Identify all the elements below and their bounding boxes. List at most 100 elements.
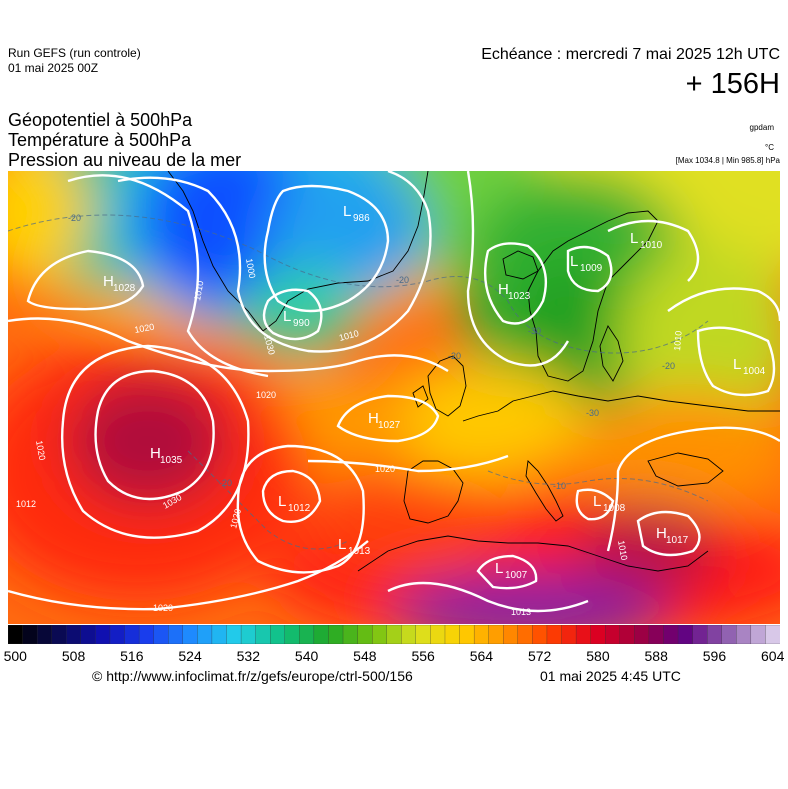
isobars: [8, 171, 780, 613]
color-scale-cell: [765, 625, 780, 644]
color-scale-cell: [561, 625, 577, 644]
pressure-center-high: H 1023: [498, 281, 531, 302]
pressure-center-low: L 1013: [338, 536, 371, 557]
color-scale-cell: [634, 625, 650, 644]
color-scale-cell: [66, 625, 82, 644]
isobar: [667, 287, 780, 322]
color-scale-cell: [444, 625, 461, 644]
title-pressure: Pression au niveau de la mer: [8, 150, 242, 170]
isobar-label: 1020: [256, 390, 276, 400]
pressure-center-value: 1013: [348, 546, 371, 557]
color-scale-cell: [211, 625, 228, 644]
pressure-center-letter: L: [278, 493, 286, 510]
color-scale-cell: [663, 625, 679, 644]
color-scale-tick: 556: [411, 648, 435, 664]
isobar-label: 1000: [244, 258, 257, 279]
generation-date: 01 mai 2025 4:45 UTC: [540, 668, 681, 684]
pressure-center-letter: L: [283, 308, 291, 325]
coast-scandinavia: [527, 210, 659, 382]
pressure-center-letter: L: [593, 493, 601, 510]
pressure-center-letter: H: [498, 281, 509, 298]
isobar: [575, 488, 615, 521]
color-scale-cell: [299, 625, 315, 644]
pressure-center-letter: L: [570, 253, 578, 270]
pressure-center-low: L 1012: [278, 493, 311, 514]
pressure-center-low: L 1007: [495, 560, 528, 581]
pressure-center-low: L 1010: [630, 230, 663, 251]
color-scale-cell: [707, 625, 723, 644]
isobar: [67, 174, 269, 378]
isotherm: [487, 470, 709, 502]
coast-iberia: [403, 460, 464, 524]
isobar: [566, 245, 613, 293]
color-scale-cell: [51, 625, 67, 644]
color-scale-cell: [677, 625, 694, 644]
isobar: [263, 184, 390, 313]
coast-europe: [462, 390, 780, 422]
color-scale-tick: 500: [3, 648, 27, 664]
pressure-center-value: 1023: [508, 291, 531, 302]
color-scale-cell: [372, 625, 388, 644]
pressure-center-low: L 986: [343, 203, 370, 224]
pressure-center-value: 1017: [666, 535, 689, 546]
color-scale-cell: [313, 625, 330, 644]
color-scale-cell: [750, 625, 766, 644]
isobar: [696, 326, 776, 397]
color-scale-tick: 588: [644, 648, 668, 664]
color-scale-cell: [80, 625, 96, 644]
isobar: [8, 317, 449, 373]
color-scale-tick: 508: [61, 648, 86, 664]
color-scale-cell: [8, 625, 24, 644]
color-scale-tick: 540: [294, 648, 319, 664]
coast-italy: [525, 460, 564, 522]
color-scale-tick: 580: [586, 648, 610, 664]
color-scale-cell: [415, 625, 431, 644]
isobar: [606, 426, 780, 552]
color-scale: [8, 625, 780, 644]
isobar-label: 1020: [134, 322, 155, 335]
color-scale-cell: [386, 625, 402, 644]
pressure-center-letter: L: [343, 203, 351, 220]
isotherm-label: -20: [396, 275, 409, 285]
color-scale-cell: [95, 625, 111, 644]
isotherm-label: -30: [586, 408, 599, 418]
geopotential-field: [8, 171, 780, 624]
pressure-center-letter: H: [368, 410, 379, 427]
isobar: [236, 444, 365, 574]
lead-time: + 156H: [685, 68, 780, 100]
color-scale-cell: [357, 625, 373, 644]
color-scale-tick: 548: [353, 648, 377, 664]
pressure-center-low: L 1004: [733, 356, 766, 377]
color-scale-cell: [590, 625, 606, 644]
pressure-center-high: H 1028: [103, 273, 136, 294]
pressure-center-low: L 990: [283, 308, 310, 329]
isotherm-label: -10: [553, 481, 566, 491]
color-scale-cell: [517, 625, 533, 644]
isobar-label: 1013: [511, 607, 531, 617]
isotherms: [8, 214, 709, 550]
color-scale-cell: [240, 625, 257, 644]
isotherm-labels: -20 -20 -20 -30 -30 -20 -20 -10: [68, 213, 675, 491]
coast-greenland: [167, 171, 429, 332]
run-label: Run GEFS (run controle): [8, 46, 141, 60]
isobar-label: 1010: [672, 330, 684, 351]
pressure-center-letter: L: [630, 230, 638, 247]
pressure-center-letter: H: [656, 525, 667, 542]
color-scale-cell: [124, 625, 140, 644]
coast-black-sea: [647, 452, 724, 487]
unit-gpdam: gpdam: [749, 123, 774, 132]
pressure-center-letter: H: [150, 445, 161, 462]
isobar: [117, 171, 432, 353]
color-scale-cell: [736, 625, 752, 644]
color-scale-cell: [619, 625, 635, 644]
isobar: [307, 454, 509, 473]
pressure-center-letter: H: [103, 273, 114, 290]
color-scale-cell: [721, 625, 737, 644]
coast-baltic: [599, 325, 624, 382]
color-scale-cell: [168, 625, 184, 644]
title-temperature: Température à 500hPa: [8, 130, 192, 150]
pressure-center-value: 1008: [603, 503, 626, 514]
isobar: [484, 242, 547, 325]
isotherm-label: -20: [662, 361, 675, 371]
